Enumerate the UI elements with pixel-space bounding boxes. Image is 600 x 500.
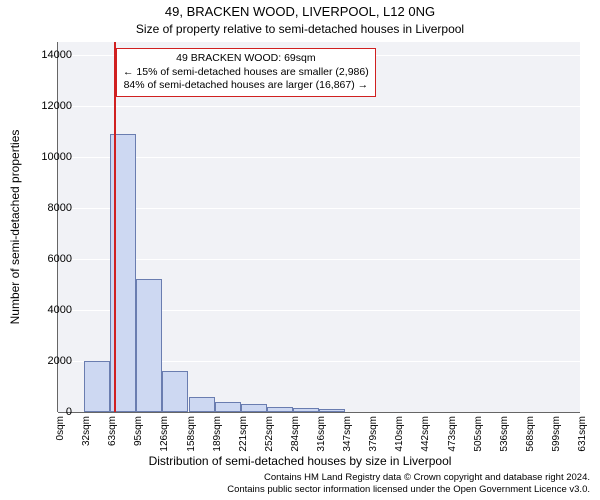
xtick-label: 284sqm	[290, 416, 301, 452]
xtick-label: 410sqm	[394, 416, 405, 452]
xtick-label: 442sqm	[420, 416, 431, 452]
xtick-label: 63sqm	[107, 416, 118, 446]
annotation-box: 49 BRACKEN WOOD: 69sqm ← 15% of semi-det…	[116, 48, 376, 97]
xtick-label: 32sqm	[81, 416, 92, 446]
xtick-label: 473sqm	[447, 416, 458, 452]
xtick-label: 158sqm	[186, 416, 197, 452]
chart-container: 49, BRACKEN WOOD, LIVERPOOL, L12 0NG Siz…	[0, 0, 600, 500]
x-axis-line	[58, 412, 580, 413]
xtick-label: 379sqm	[368, 416, 379, 452]
plot-area: 49 BRACKEN WOOD: 69sqm ← 15% of semi-det…	[58, 42, 580, 412]
xtick-label: 126sqm	[159, 416, 170, 452]
xtick-label: 599sqm	[551, 416, 562, 452]
histogram-bar	[84, 361, 110, 412]
xtick-label: 0sqm	[55, 416, 66, 440]
chart-title-main: 49, BRACKEN WOOD, LIVERPOOL, L12 0NG	[0, 4, 600, 19]
ytick-label: 4000	[22, 304, 72, 316]
ytick-label: 10000	[22, 151, 72, 163]
annotation-line2: ← 15% of semi-detached houses are smalle…	[123, 66, 369, 80]
xtick-label: 316sqm	[316, 416, 327, 452]
annotation-line1: 49 BRACKEN WOOD: 69sqm	[123, 52, 369, 66]
gridline	[58, 208, 580, 209]
xtick-label: 95sqm	[133, 416, 144, 446]
footer-attribution: Contains HM Land Registry data © Crown c…	[227, 472, 590, 496]
histogram-bar	[241, 404, 267, 412]
xtick-label: 347sqm	[342, 416, 353, 452]
footer-line2: Contains public sector information licen…	[227, 484, 590, 496]
xtick-label: 252sqm	[264, 416, 275, 452]
histogram-bar	[162, 371, 188, 412]
xtick-label: 568sqm	[525, 416, 536, 452]
xtick-label: 631sqm	[577, 416, 588, 452]
gridline	[58, 157, 580, 158]
ytick-label: 2000	[22, 355, 72, 367]
marker-line	[114, 42, 116, 412]
histogram-bar	[215, 402, 241, 412]
ytick-label: 14000	[22, 49, 72, 61]
xtick-label: 221sqm	[238, 416, 249, 452]
xtick-label: 536sqm	[499, 416, 510, 452]
footer-line1: Contains HM Land Registry data © Crown c…	[227, 472, 590, 484]
histogram-bar	[136, 279, 162, 412]
annotation-line3: 84% of semi-detached houses are larger (…	[123, 79, 369, 93]
ytick-label: 8000	[22, 202, 72, 214]
gridline	[58, 106, 580, 107]
chart-title-sub: Size of property relative to semi-detach…	[0, 22, 600, 36]
ytick-label: 12000	[22, 100, 72, 112]
gridline	[58, 259, 580, 260]
histogram-bar	[189, 397, 215, 412]
xtick-label: 189sqm	[212, 416, 223, 452]
ytick-label: 6000	[22, 253, 72, 265]
xtick-label: 505sqm	[473, 416, 484, 452]
x-axis-label: Distribution of semi-detached houses by …	[0, 454, 600, 468]
